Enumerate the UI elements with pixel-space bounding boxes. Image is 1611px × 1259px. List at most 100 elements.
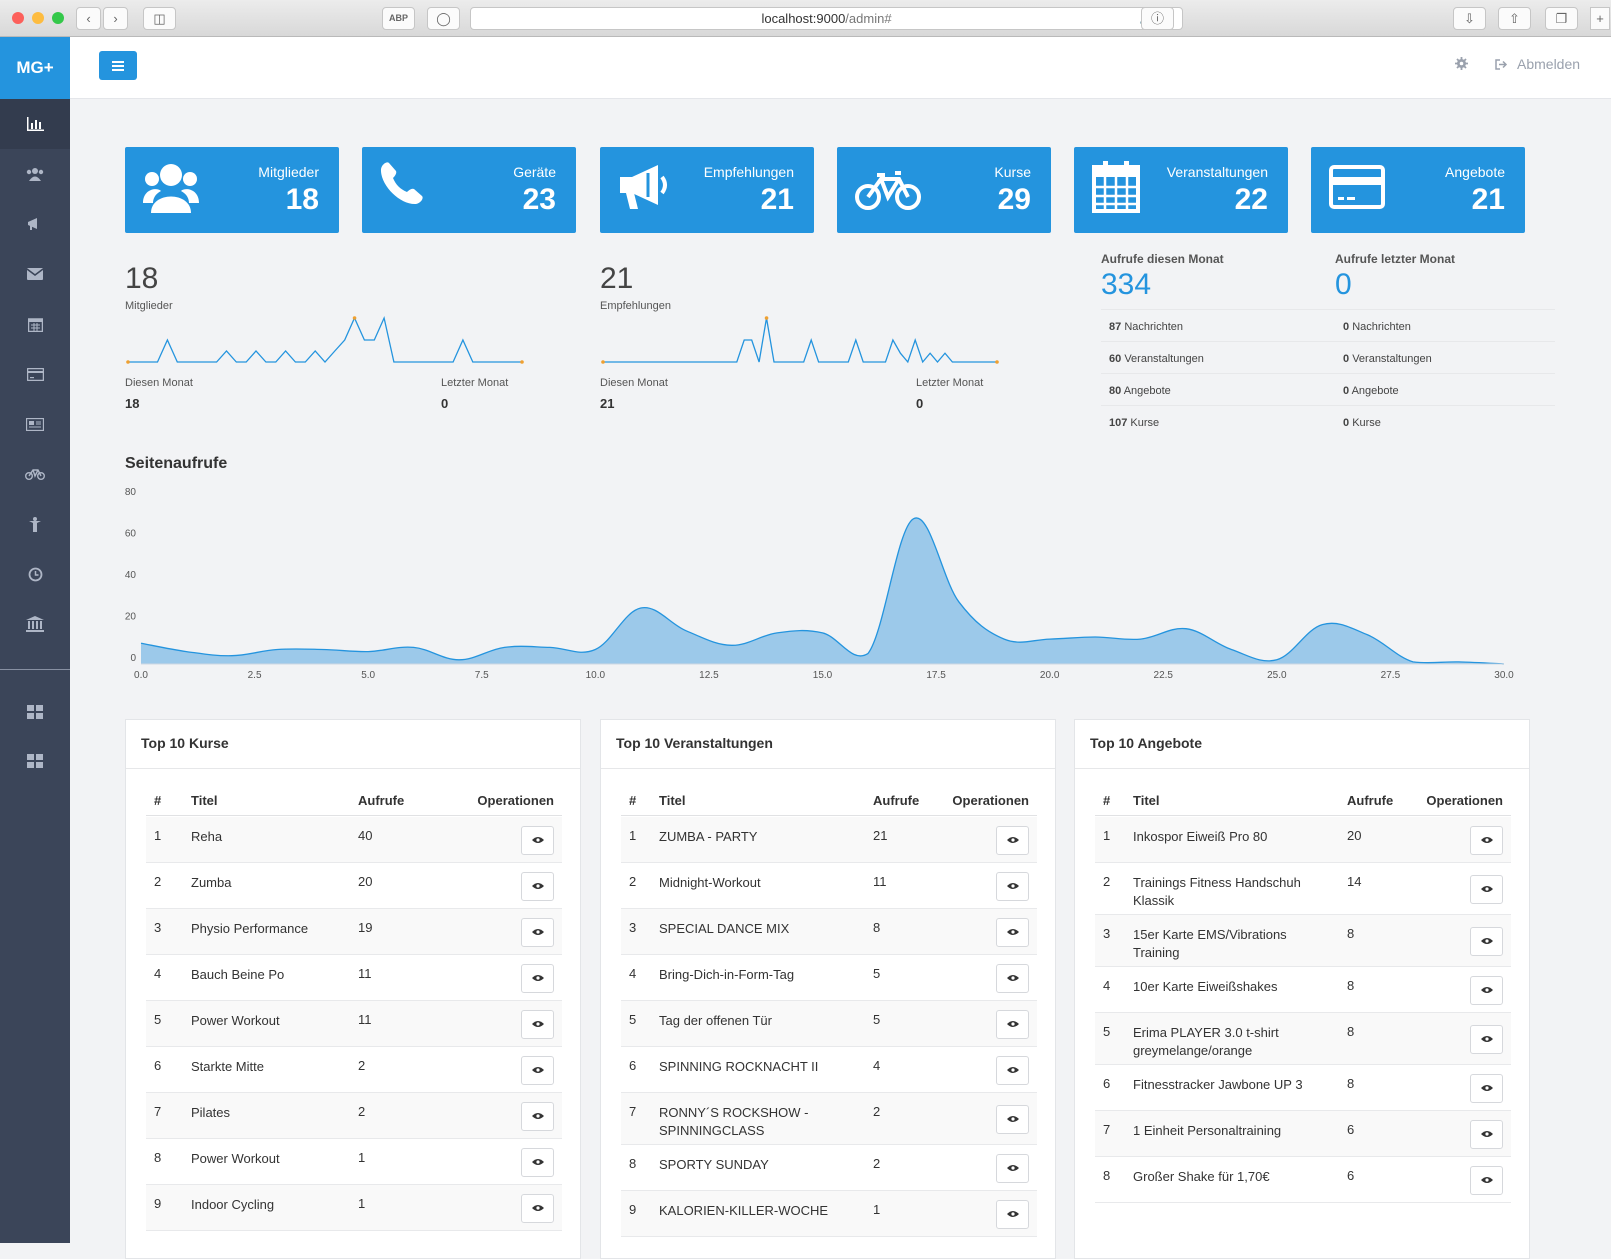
zoom-window-button[interactable] (52, 12, 64, 24)
view-button[interactable] (996, 1009, 1029, 1039)
stat-box-courses[interactable]: Kurse 29 (837, 147, 1051, 233)
view-button[interactable] (1470, 1073, 1503, 1103)
area-fill (141, 517, 1504, 664)
sidebar-item-dashboard[interactable] (0, 99, 70, 149)
stat-box-members[interactable]: Mitglieder 18 (125, 147, 339, 233)
view-button[interactable] (521, 963, 554, 993)
share-icon[interactable]: ⇧ (1498, 7, 1531, 30)
row-views: 8 (1347, 1076, 1355, 1091)
view-button[interactable] (996, 825, 1029, 855)
view-button[interactable] (996, 1153, 1029, 1183)
recommendations-this-month: Diesen Monat 21 (600, 377, 668, 411)
view-button[interactable] (1470, 926, 1503, 956)
address-bar[interactable]: localhost:9000/admin# 🔊 ↻ (470, 7, 1183, 30)
table-row: 1 ZUMBA - PARTY 21 (621, 817, 1037, 863)
table-header: # Titel Aufrufe Operationen (621, 788, 1037, 816)
back-button[interactable]: ‹ (76, 7, 101, 30)
view-button[interactable] (996, 963, 1029, 993)
github-icon[interactable]: ◯ (427, 7, 460, 30)
row-rank: 1 (1103, 828, 1111, 843)
stat-box-offers[interactable]: Angebote 21 (1311, 147, 1525, 233)
logout-button[interactable]: Abmelden (1495, 56, 1580, 72)
view-button[interactable] (996, 1199, 1029, 1229)
brand-logo[interactable]: MG+ (0, 37, 70, 99)
view-button[interactable] (521, 1101, 554, 1131)
close-window-button[interactable] (12, 12, 24, 24)
sidebar-item-members[interactable] (0, 149, 70, 199)
view-button[interactable] (996, 1104, 1029, 1134)
this-month-label: Diesen Monat (600, 377, 668, 389)
view-button[interactable] (996, 917, 1029, 947)
sidebar-item-opening-hours[interactable] (0, 549, 70, 599)
row-views: 11 (358, 1012, 372, 1027)
view-button[interactable] (521, 1147, 554, 1177)
row-rank: 3 (1103, 926, 1111, 941)
row-rank: 7 (1103, 1122, 1111, 1137)
adblock-icon[interactable]: ABP (382, 7, 415, 30)
view-button[interactable] (521, 1009, 554, 1039)
view-button[interactable] (1470, 1119, 1503, 1149)
view-button[interactable] (521, 825, 554, 855)
tabs-icon[interactable]: ❐ (1545, 7, 1578, 30)
row-rank: 2 (1103, 874, 1111, 889)
col-header: Aufrufe (1347, 793, 1394, 808)
view-button[interactable] (1470, 1165, 1503, 1195)
row-views: 11 (358, 966, 372, 981)
sidebar-item-messages[interactable] (0, 249, 70, 299)
recommendations-last-month: Letzter Monat 0 (916, 377, 983, 411)
sidebar-item-trainers[interactable] (0, 499, 70, 549)
view-button[interactable] (1470, 1024, 1503, 1054)
table-row: 6 Starkte Mitte 2 (146, 1047, 562, 1093)
row-title: Großer Shake für 1,70€ (1133, 1169, 1270, 1184)
row-views: 19 (358, 920, 373, 935)
table-row: 8 Power Workout 1 (146, 1139, 562, 1185)
stat-box-recommendations[interactable]: Empfehlungen 21 (600, 147, 814, 233)
view-button[interactable] (1470, 874, 1503, 904)
x-tick-label: 0.0 (134, 670, 148, 681)
recommendations-count: 21 (600, 262, 634, 295)
menu-toggle-button[interactable] (99, 51, 137, 80)
sidebar-item-events[interactable] (0, 299, 70, 349)
sidebar-item-news[interactable] (0, 399, 70, 449)
download-icon[interactable]: ⇩ (1453, 7, 1486, 30)
views-row: 80 Angebote 0 Angebote (1101, 373, 1555, 405)
sidebar-divider (0, 669, 70, 670)
view-button[interactable] (521, 871, 554, 901)
sidebar-item-studio[interactable] (0, 599, 70, 649)
stat-box-events[interactable]: Veranstaltungen 22 (1074, 147, 1288, 233)
view-button[interactable] (521, 1055, 554, 1085)
minimize-window-button[interactable] (32, 12, 44, 24)
view-button[interactable] (996, 871, 1029, 901)
row-title: 15er Karte EMS/Vibrations Training (1133, 927, 1287, 960)
sidebar-item-recommendations[interactable] (0, 199, 70, 249)
x-tick-label: 12.5 (699, 670, 719, 681)
row-title: Bring-Dich-in-Form-Tag (659, 967, 795, 982)
forward-button[interactable]: › (103, 7, 128, 30)
view-button[interactable] (996, 1055, 1029, 1085)
count: 80 (1109, 385, 1122, 397)
new-tab-icon[interactable]: + (1590, 7, 1610, 30)
view-button[interactable] (521, 917, 554, 947)
table-row: 7 1 Einheit Personaltraining 6 (1095, 1111, 1511, 1157)
row-rank: 2 (629, 874, 637, 889)
eye-icon (1480, 987, 1493, 993)
row-title: Power Workout (191, 1151, 280, 1166)
sidebar-item-offers[interactable] (0, 349, 70, 399)
view-button[interactable] (521, 1193, 554, 1223)
sidebar-item-widgets-2[interactable] (0, 736, 70, 786)
stat-box-devices[interactable]: Geräte 23 (362, 147, 576, 233)
view-button[interactable] (1470, 825, 1503, 855)
sidebar-item-widgets-1[interactable] (0, 687, 70, 737)
row-title: Reha (191, 829, 223, 844)
info-icon[interactable]: ⓘ (1141, 7, 1174, 30)
table-row: 6 SPINNING ROCKNACHT II 4 (621, 1047, 1037, 1093)
sidebar-item-courses[interactable] (0, 449, 70, 499)
sidebar-toggle-icon[interactable]: ◫ (143, 7, 176, 30)
settings-button[interactable] (1455, 57, 1468, 75)
view-button[interactable] (1470, 975, 1503, 1005)
eye-icon (1006, 975, 1019, 981)
sparkline-marker (126, 360, 130, 364)
count: 87 (1109, 321, 1122, 333)
row-title: Midnight-Workout (659, 875, 761, 890)
row-rank: 1 (629, 828, 637, 843)
